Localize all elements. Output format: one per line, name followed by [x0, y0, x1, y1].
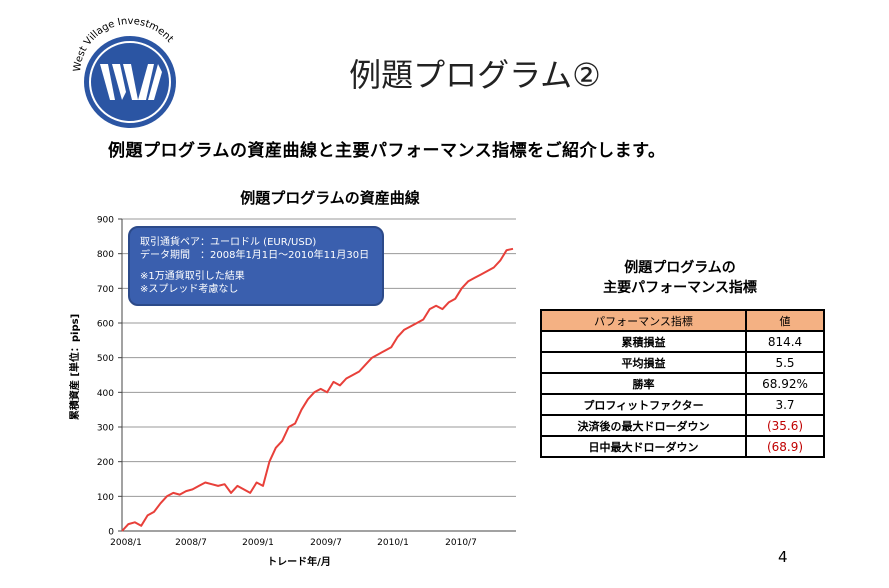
- x-tick-label: 2009/7: [310, 538, 342, 548]
- y-tick-label: 500: [97, 354, 114, 364]
- table-row: プロフィットファクター 3.7: [540, 393, 825, 416]
- table-row: 決済後の最大ドローダウン (35.6): [540, 414, 825, 437]
- kpi-title: 例題プログラムの 主要パフォーマンス指標: [560, 258, 800, 298]
- info-currency-pair: 取引通貨ペア：ユーロドル (EUR/USD): [140, 237, 317, 248]
- y-tick-label: 700: [97, 285, 114, 295]
- x-axis-label: トレード年/月: [267, 555, 331, 568]
- info-note-spread: ※スプレッド考慮なし: [140, 284, 239, 295]
- logo-mark-icon: [100, 64, 162, 100]
- chart-title: 例題プログラムの資産曲線: [240, 189, 420, 207]
- kpi-value: (68.9): [745, 435, 825, 458]
- y-tick-label: 600: [97, 320, 114, 330]
- chart-info-box: 取引通貨ペア：ユーロドル (EUR/USD) データ期間 ：2008年1月1日～…: [128, 226, 384, 306]
- page-number: 4: [778, 548, 788, 566]
- kpi-value: 5.5: [745, 351, 825, 374]
- page-title: 例題プログラム②: [349, 56, 601, 94]
- y-tick-label: 300: [97, 424, 114, 434]
- company-logo: West Village Investment: [72, 16, 176, 128]
- y-tick-label: 0: [108, 528, 114, 538]
- kpi-header-value: 値: [745, 309, 825, 332]
- kpi-name: プロフィットファクター: [540, 393, 747, 416]
- kpi-value: 68.92%: [745, 372, 825, 395]
- y-tick-label: 800: [97, 250, 114, 260]
- table-row: 日中最大ドローダウン (68.9): [540, 435, 825, 458]
- equity-curve-line: [121, 247, 514, 532]
- table-row: 勝率 68.92%: [540, 372, 825, 395]
- y-tick-label: 900: [97, 216, 114, 226]
- kpi-value: 814.4: [745, 330, 825, 353]
- x-tick-label: 2009/1: [242, 538, 274, 548]
- kpi-name: 累積損益: [540, 330, 747, 353]
- kpi-title-line2: 主要パフォーマンス指標: [603, 280, 757, 296]
- x-tick-label: 2008/7: [175, 538, 207, 548]
- kpi-name: 決済後の最大ドローダウン: [540, 414, 747, 437]
- page-subtitle: 例題プログラムの資産曲線と主要パフォーマンス指標をご紹介します。: [108, 141, 666, 161]
- kpi-value: 3.7: [745, 393, 825, 416]
- kpi-name: 勝率: [540, 372, 747, 395]
- x-tick-label: 2008/1: [110, 538, 142, 548]
- kpi-name: 平均損益: [540, 351, 747, 374]
- x-tick-label: 2010/7: [445, 538, 477, 548]
- kpi-name: 日中最大ドローダウン: [540, 435, 747, 458]
- kpi-title-line1: 例題プログラムの: [624, 260, 736, 276]
- y-tick-label: 400: [97, 389, 114, 399]
- kpi-value: (35.6): [745, 414, 825, 437]
- table-row: 累積損益 814.4: [540, 330, 825, 353]
- y-axis-label: 累積資産 [単位：pips]: [68, 314, 81, 420]
- kpi-table: パフォーマンス指標 値 累積損益 814.4 平均損益 5.5 勝率 68.92…: [540, 309, 825, 458]
- table-row: 平均損益 5.5: [540, 351, 825, 374]
- info-note-volume: ※1万通貨取引した結果: [140, 271, 245, 282]
- kpi-header-name: パフォーマンス指標: [540, 309, 747, 332]
- y-tick-label: 100: [97, 493, 114, 503]
- info-data-period: データ期間 ：2008年1月1日～2010年11月30日: [140, 250, 370, 261]
- x-tick-label: 2010/1: [377, 538, 409, 548]
- kpi-header-row: パフォーマンス指標 値: [540, 309, 825, 332]
- y-tick-label: 200: [97, 458, 114, 468]
